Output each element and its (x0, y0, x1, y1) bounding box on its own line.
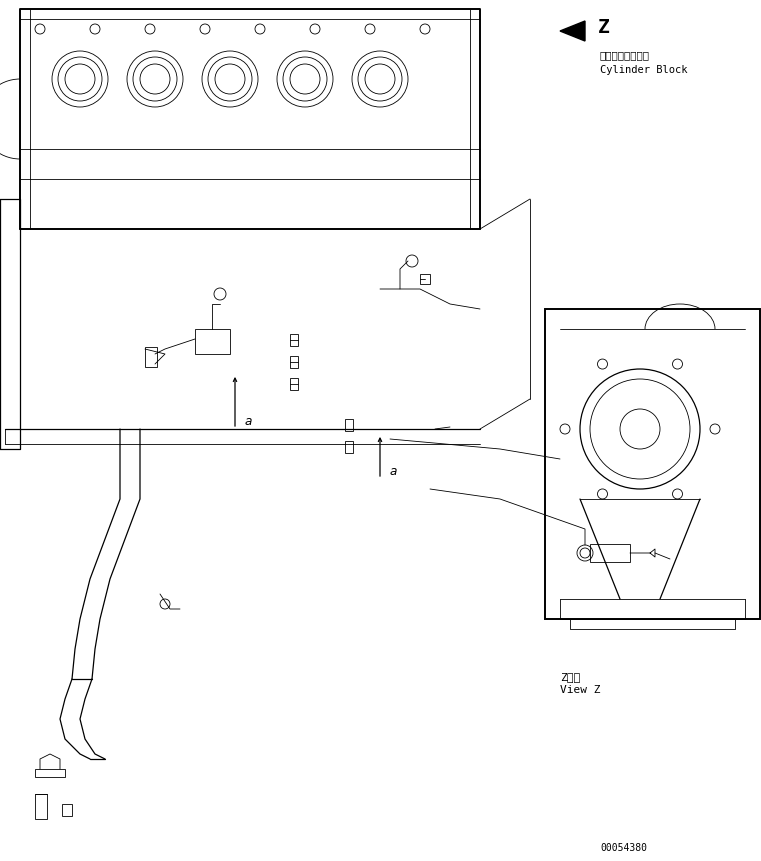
Bar (145, 348, 157, 368)
Text: View Z: View Z (560, 684, 600, 694)
Bar (35, 769, 65, 777)
Bar (420, 275, 430, 285)
Text: Z: Z (598, 18, 610, 37)
Bar (195, 330, 230, 355)
Bar (590, 544, 630, 562)
Text: Cylinder Block: Cylinder Block (600, 65, 687, 75)
Bar (290, 356, 298, 369)
Bar (345, 442, 353, 454)
Polygon shape (560, 22, 585, 42)
Text: 00054380: 00054380 (600, 842, 647, 852)
Bar (62, 804, 72, 816)
Bar (35, 794, 47, 819)
Text: a: a (245, 414, 253, 428)
Bar (290, 379, 298, 391)
Bar (545, 310, 760, 619)
Text: Z　視: Z 視 (560, 672, 580, 681)
Bar (290, 335, 298, 347)
Text: a: a (390, 464, 397, 478)
Text: シリンダブロック: シリンダブロック (600, 50, 650, 60)
Bar (345, 419, 353, 431)
